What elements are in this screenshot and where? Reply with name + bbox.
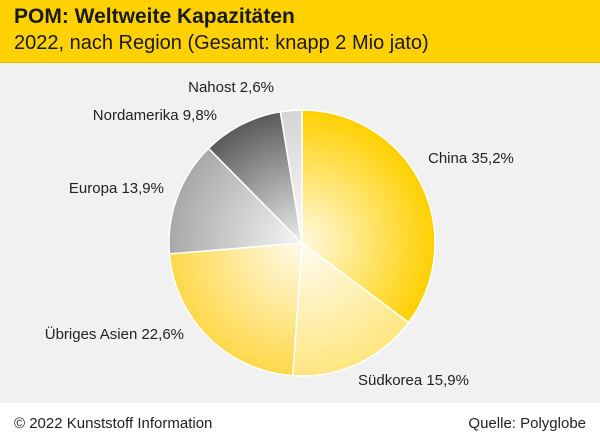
pie-label-nordamerika: Nordamerika 9,8% [93,107,217,124]
pie-label-europa: Europa 13,9% [69,180,164,197]
chart-footer: © 2022 Kunststoff Information Quelle: Po… [0,403,600,443]
chart-header: POM: Weltweite Kapazitäten 2022, nach Re… [0,0,600,63]
source-text: Quelle: Polyglobe [468,415,586,432]
pie-label-china: China 35,2% [428,150,514,167]
chart-area: China 35,2% Südkorea 15,9% Übriges Asien 2… [0,63,600,403]
pie-slice-übriges-asien [168,242,303,377]
pie-chart: China 35,2% Südkorea 15,9% Übriges Asien 2… [45,79,514,389]
pie-slice-china [301,109,436,324]
pie-slice-nahost [279,109,303,244]
chart-subtitle: 2022, nach Region (Gesamt: knapp 2 Mio j… [14,32,429,54]
copyright-text: © 2022 Kunststoff Information [14,415,213,432]
pie-label-südkorea: Südkorea 15,9% [358,372,469,389]
chart-title: POM: Weltweite Kapazitäten [14,5,295,28]
pie-slice-südkorea [292,241,410,377]
pie-label-übriges-asien: Übriges Asien 22,6% [45,325,184,343]
pie-label-nahost: Nahost 2,6% [188,79,274,96]
pie-slice-nordamerika [207,110,304,246]
pie-slice-europa [168,147,304,255]
